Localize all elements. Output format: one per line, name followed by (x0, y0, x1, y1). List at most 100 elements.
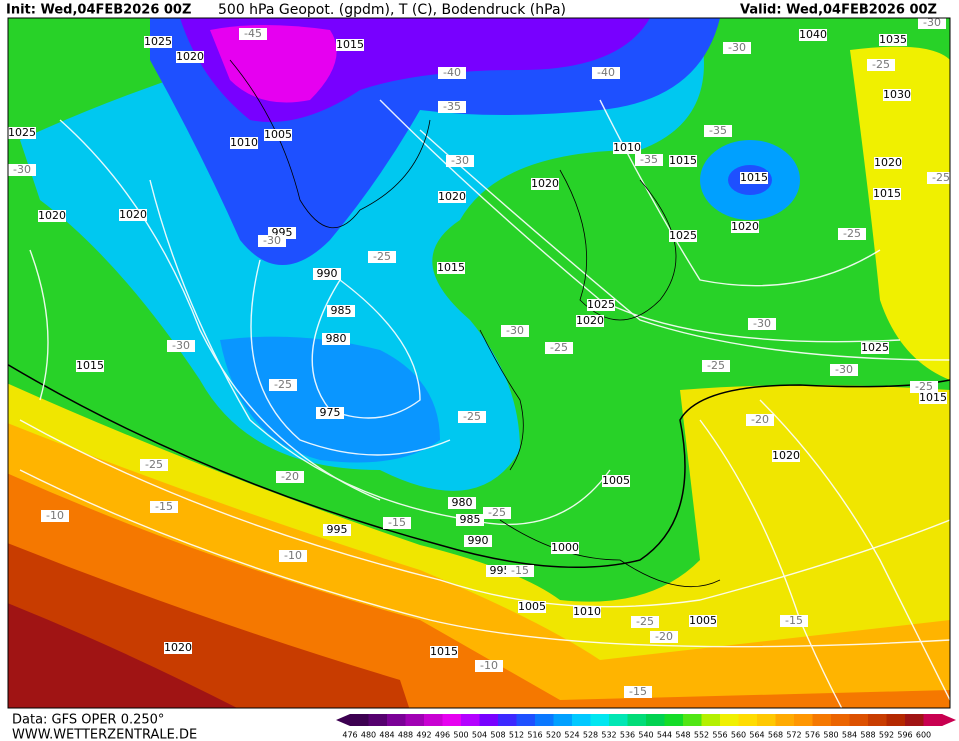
temperature-label-box (506, 565, 534, 577)
temperature-label: -30 (263, 234, 281, 247)
pressure-label-box (8, 127, 36, 139)
colorbar-label: 528 (583, 731, 598, 740)
pressure-label: 1020 (531, 177, 559, 190)
pressure-label: 975 (320, 406, 341, 419)
temperature-label-box (545, 342, 573, 354)
temperature-label-box (8, 164, 36, 176)
temperature-label: -30 (728, 41, 746, 54)
pressure-label: 1020 (38, 209, 66, 222)
pressure-label: 985 (331, 304, 352, 317)
pressure-label-box (327, 305, 355, 317)
pressure-label: 1000 (551, 541, 579, 554)
colorbar-cell (553, 714, 573, 726)
pressure-label: 1015 (919, 391, 947, 404)
pressure-label: 1005 (518, 600, 546, 613)
pressure-label: 1020 (874, 156, 902, 169)
temperature-label-box (635, 154, 663, 166)
colorbar-cell (535, 714, 554, 726)
pressure-label: 1020 (176, 50, 204, 63)
temperature-label: -25 (145, 458, 163, 471)
colorbar-cell (479, 714, 499, 726)
colorbar-arrow (942, 714, 956, 726)
colorbar-cell (775, 714, 795, 726)
pressure-label: 1025 (144, 35, 172, 48)
colorbar-label: 540 (638, 731, 653, 740)
pressure-label-box (176, 51, 204, 63)
colorbar-cell (720, 714, 739, 726)
pressure-label: 1010 (613, 141, 641, 154)
pressure-label: 1015 (336, 38, 364, 51)
colorbar-cell (664, 714, 684, 726)
colorbar-cell (701, 714, 721, 726)
pressure-label: 1005 (602, 474, 630, 487)
colorbar-cell (590, 714, 610, 726)
temperature-label-box (910, 381, 938, 393)
pressure-label-box (602, 475, 630, 487)
temperature-label-box (704, 125, 732, 137)
pressure-label: 1020 (164, 641, 192, 654)
site-url: WWW.WETTERZENTRALE.DE (12, 728, 197, 741)
pressure-label-box (119, 209, 147, 221)
temperature-label: -25 (932, 171, 950, 184)
pressure-label: 1015 (76, 359, 104, 372)
colorbar-cell (516, 714, 536, 726)
pressure-label-box (772, 450, 800, 462)
colorbar-label: 532 (601, 731, 616, 740)
temperature-label: -10 (46, 509, 64, 522)
temperature-label-box (269, 379, 297, 391)
temperature-label-box (276, 471, 304, 483)
temperature-label: -15 (629, 685, 647, 698)
temperature-label: -30 (13, 163, 31, 176)
pressure-label-box (323, 524, 351, 536)
temperature-label: -25 (636, 615, 654, 628)
temperature-label: -15 (785, 614, 803, 627)
init-time: Init: Wed,04FEB2026 00Z (6, 3, 191, 18)
pressure-label-box (873, 188, 901, 200)
map-frame (7, 17, 951, 709)
pressure-label: 1025 (8, 126, 36, 139)
temperature-label: -25 (872, 58, 890, 71)
pressure-label-box (740, 172, 768, 184)
pressure-label: 1015 (669, 154, 697, 167)
pressure-label: 995 (327, 523, 348, 536)
temperature-label: -30 (506, 324, 524, 337)
colorbar-label: 576 (805, 731, 820, 740)
temperature-label-box (624, 686, 652, 698)
temperature-label: -30 (835, 363, 853, 376)
pressure-label-box (613, 142, 641, 154)
temperature-label: -30 (451, 154, 469, 167)
colorbar-label: 500 (453, 731, 468, 740)
pressure-label-box (576, 315, 604, 327)
colorbar-cell (368, 714, 388, 726)
colorbar-cell (868, 714, 887, 726)
colorbar-cell (886, 714, 906, 726)
colorbar-label: 548 (675, 731, 690, 740)
temperature-label-box (458, 411, 486, 423)
colorbar-label: 560 (731, 731, 746, 740)
colorbar-cell (498, 714, 517, 726)
colorbar-label: 556 (712, 731, 727, 740)
colorbar-cell (627, 714, 647, 726)
colorbar-cell (794, 714, 813, 726)
pressure-label-box (861, 342, 889, 354)
pressure-label-box (230, 137, 258, 149)
pressure-label: 1020 (731, 220, 759, 233)
colorbar-cell (757, 714, 776, 726)
temperature-label-box (650, 631, 678, 643)
pressure-label-box (322, 333, 350, 345)
pressure-label-box (164, 642, 192, 654)
colorbar-label: 508 (490, 731, 505, 740)
temperature-label-box (140, 459, 168, 471)
pressure-label-box (874, 157, 902, 169)
pressure-label-box (76, 360, 104, 372)
pressure-label-box (336, 39, 364, 51)
colorbar-cell (905, 714, 924, 726)
colorbar-label: 552 (694, 731, 709, 740)
pressure-label-box (438, 191, 466, 203)
colorbar-cell (424, 714, 443, 726)
colorbar-cell (923, 714, 943, 726)
pressure-label: 1005 (689, 614, 717, 627)
colorbar-cell (849, 714, 869, 726)
colorbar-label: 476 (342, 731, 357, 740)
